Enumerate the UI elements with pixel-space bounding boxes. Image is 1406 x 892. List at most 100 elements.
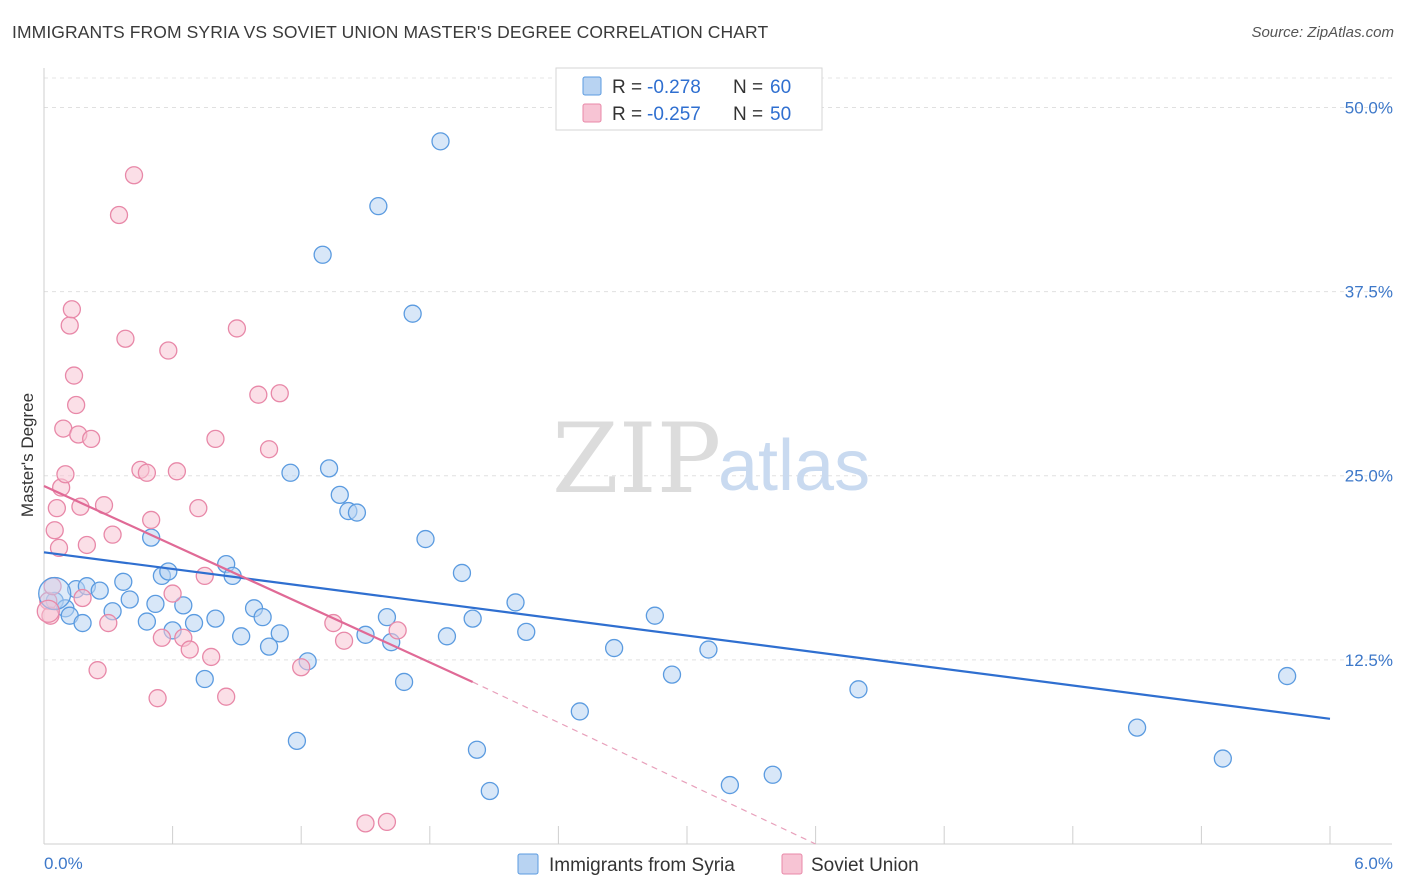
point-soviet-41: [249, 385, 268, 404]
bottom-legend-label-syria: Immigrants from Syria: [549, 855, 735, 876]
point-soviet-31: [163, 584, 182, 603]
grid: [44, 77, 1392, 661]
legend-r-label-syria: R =: [612, 77, 642, 98]
point-syria-19: [206, 609, 225, 628]
point-soviet-42: [259, 440, 279, 459]
point-syria-36: [369, 197, 388, 216]
y-tick-label-2: 37.5%: [1345, 283, 1393, 302]
point-syria-24: [253, 607, 272, 627]
point-syria-34: [347, 503, 367, 522]
legend-n-label-syria: N =: [733, 77, 763, 98]
source-label: Source: ZipAtlas.com: [1251, 24, 1394, 41]
legend-n-label-soviet: N =: [733, 104, 763, 125]
point-soviet-35: [189, 498, 208, 518]
point-syria-40: [403, 304, 422, 323]
bottom-legend-label-soviet: Soviet Union: [811, 855, 919, 876]
point-soviet-34: [180, 640, 199, 659]
point-soviet-46: [334, 631, 354, 650]
data-points: [36, 132, 1297, 833]
point-syria-56: [763, 765, 782, 784]
point-syria-27: [281, 463, 300, 482]
y-axis-title: Master's Degree: [18, 393, 37, 517]
point-soviet-40: [227, 319, 247, 338]
legend-r-value-soviet: -0.257: [647, 104, 701, 125]
point-syria-55: [720, 775, 740, 795]
point-syria-47: [480, 781, 499, 801]
point-syria-22: [232, 627, 251, 646]
point-syria-14: [159, 562, 178, 581]
point-syria-18: [195, 669, 214, 689]
point-soviet-21: [103, 525, 122, 544]
point-syria-50: [570, 702, 589, 721]
y-tick-label-0: 12.5%: [1345, 651, 1393, 670]
point-syria-17: [184, 613, 204, 633]
point-soviet-27: [142, 510, 161, 530]
point-soviet-8: [56, 465, 75, 484]
point-syria-43: [437, 627, 457, 646]
watermark-zip: ZIP: [552, 403, 721, 515]
point-soviet-22: [109, 205, 129, 225]
legend-r-value-syria: -0.278: [647, 77, 701, 98]
axes: [43, 68, 1392, 845]
legend-swatch-soviet: [582, 103, 602, 123]
legend-n-value-soviet: 50: [770, 104, 791, 125]
trend-line-soviet: [43, 485, 474, 683]
point-syria-4: [73, 613, 92, 633]
point-soviet-20: [99, 613, 118, 633]
y-tick-label-1: 25.0%: [1345, 467, 1393, 486]
point-soviet-4: [47, 498, 67, 518]
bottom-legend: Immigrants from Syria Soviet Union: [517, 853, 919, 876]
point-syria-59: [1213, 749, 1232, 768]
point-soviet-24: [124, 166, 144, 185]
point-soviet-48: [377, 812, 397, 832]
point-syria-60: [1277, 666, 1297, 686]
trend-line-soviet-extension: [472, 681, 816, 845]
point-soviet-10: [62, 300, 82, 319]
point-syria-46: [467, 740, 487, 759]
x-tick-label-1: 6.0%: [1354, 854, 1393, 873]
point-syria-6: [90, 581, 109, 600]
bottom-legend-swatch-syria: [517, 853, 539, 875]
x-tick-labels: 0.0% 6.0%: [44, 854, 1393, 873]
point-syria-49: [517, 622, 536, 642]
point-soviet-18: [88, 661, 107, 680]
point-syria-31: [319, 459, 339, 478]
point-soviet-9: [60, 316, 79, 335]
point-syria-58: [1127, 718, 1147, 737]
legend-swatch-syria: [582, 76, 602, 96]
point-syria-52: [645, 606, 664, 625]
y-tick-labels: 12.5% 25.0% 37.5% 50.0%: [1345, 98, 1393, 669]
bottom-legend-swatch-soviet: [781, 853, 803, 875]
point-syria-54: [699, 640, 718, 659]
point-soviet-36: [195, 566, 214, 586]
point-syria-32: [330, 485, 349, 505]
point-soviet-32: [167, 462, 187, 481]
point-syria-28: [287, 731, 307, 751]
point-soviet-37: [202, 647, 221, 667]
point-syria-26: [270, 624, 289, 643]
point-syria-57: [849, 680, 868, 699]
point-syria-37: [377, 607, 397, 627]
point-syria-48: [506, 593, 525, 612]
point-syria-11: [146, 594, 165, 614]
watermark: ZIP atlas: [552, 403, 870, 515]
point-syria-45: [463, 609, 482, 628]
point-syria-30: [313, 245, 332, 264]
point-soviet-12: [67, 395, 86, 415]
point-soviet-23: [116, 329, 135, 348]
point-syria-9: [120, 590, 139, 609]
trend-lines: [43, 485, 1331, 845]
point-soviet-43: [270, 384, 289, 403]
point-syria-25: [259, 637, 279, 656]
point-syria-53: [662, 665, 682, 684]
point-syria-44: [452, 563, 472, 583]
point-soviet-cluster: [36, 599, 60, 623]
point-soviet-17: [82, 429, 101, 449]
point-syria-8: [114, 572, 133, 591]
point-soviet-44: [292, 658, 311, 677]
point-soviet-16: [77, 535, 97, 555]
point-syria-51: [604, 638, 624, 658]
point-syria-10: [137, 612, 157, 631]
point-soviet-26: [137, 463, 157, 482]
